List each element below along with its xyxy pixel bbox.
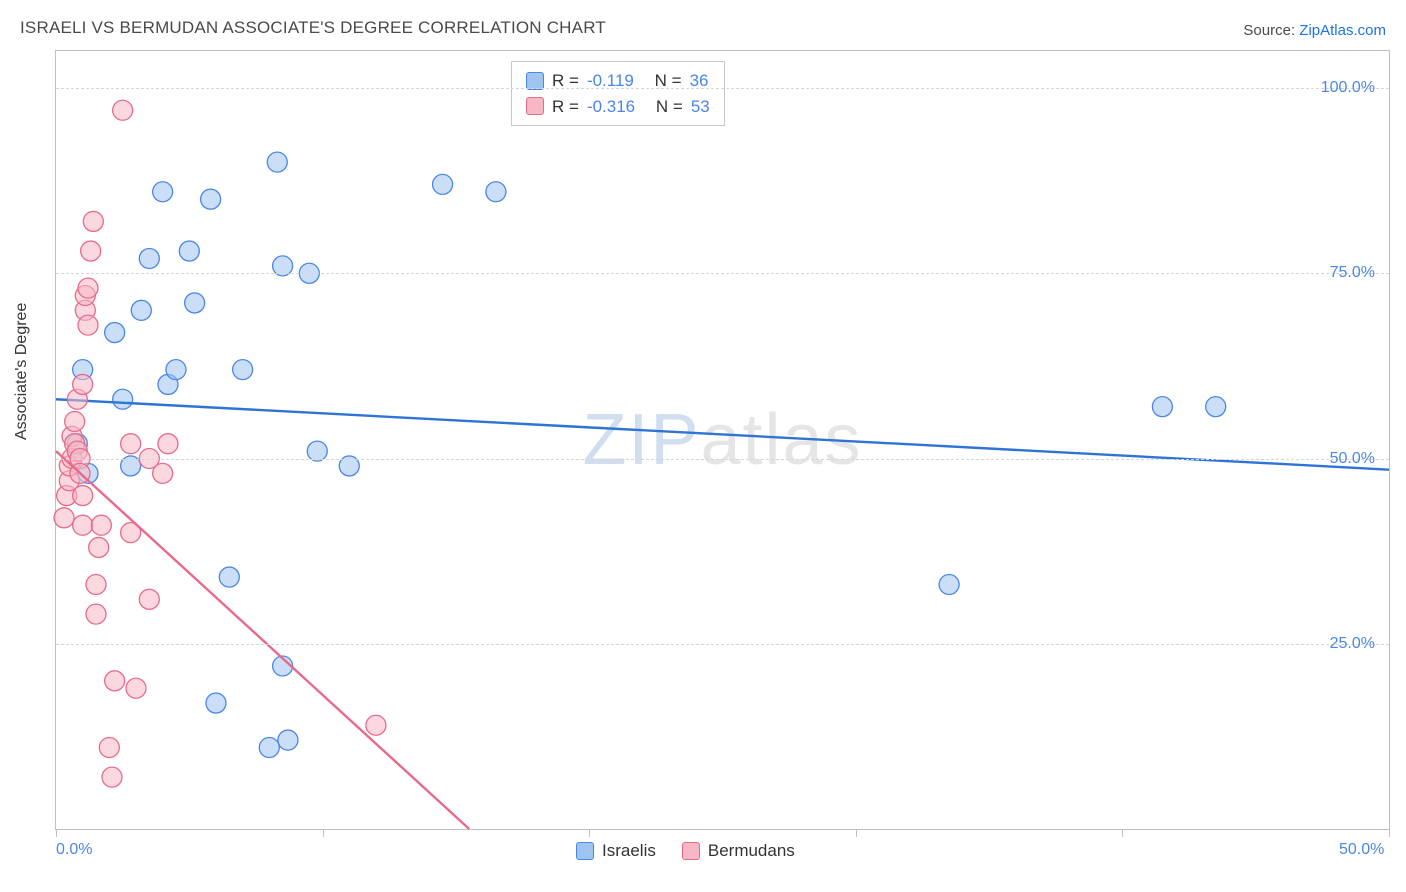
gridline-h	[56, 273, 1389, 274]
scatter-point-bermudans	[113, 100, 133, 120]
legend-swatch-bermudans	[526, 97, 544, 115]
plot-area: ZIPatlas R = -0.119 N = 36 R = -0.316	[55, 50, 1390, 830]
bottom-swatch-israelis	[576, 842, 594, 860]
scatter-point-bermudans	[158, 434, 178, 454]
stats-N-label-2: N =	[656, 94, 683, 120]
scatter-point-israelis	[267, 152, 287, 172]
stats-legend-row-2: R = -0.316 N = 53	[526, 94, 710, 120]
scatter-point-israelis	[105, 323, 125, 343]
plot-inner: ZIPatlas R = -0.119 N = 36 R = -0.316	[56, 51, 1389, 829]
plot-svg	[56, 51, 1389, 829]
chart-title: ISRAELI VS BERMUDAN ASSOCIATE'S DEGREE C…	[20, 18, 606, 38]
y-tick-label: 75.0%	[1330, 264, 1375, 282]
scatter-point-israelis	[278, 730, 298, 750]
y-axis-label: Associate's Degree	[13, 303, 31, 440]
scatter-point-bermudans	[126, 678, 146, 698]
bottom-legend-label-1: Israelis	[602, 841, 656, 861]
scatter-point-bermudans	[78, 278, 98, 298]
scatter-point-israelis	[233, 360, 253, 380]
scatter-point-bermudans	[65, 411, 85, 431]
stats-N-value-2: 53	[691, 94, 710, 120]
stats-legend: R = -0.119 N = 36 R = -0.316 N = 53	[511, 61, 725, 126]
scatter-point-bermudans	[102, 767, 122, 787]
scatter-point-bermudans	[86, 604, 106, 624]
x-tick	[1389, 829, 1390, 837]
bottom-swatch-bermudans	[682, 842, 700, 860]
stats-R-label: R =	[552, 68, 579, 94]
scatter-point-bermudans	[105, 671, 125, 691]
y-tick-label: 25.0%	[1330, 635, 1375, 653]
scatter-point-israelis	[433, 174, 453, 194]
scatter-point-bermudans	[139, 589, 159, 609]
scatter-point-bermudans	[78, 315, 98, 335]
x-tick	[1122, 829, 1123, 837]
scatter-point-bermudans	[86, 574, 106, 594]
x-tick-label: 50.0%	[1339, 841, 1384, 859]
stats-N-label: N =	[655, 68, 682, 94]
scatter-point-israelis	[206, 693, 226, 713]
scatter-point-israelis	[153, 182, 173, 202]
scatter-point-bermudans	[89, 537, 109, 557]
scatter-point-israelis	[219, 567, 239, 587]
scatter-point-bermudans	[99, 737, 119, 757]
stats-legend-row-1: R = -0.119 N = 36	[526, 68, 710, 94]
scatter-point-bermudans	[83, 211, 103, 231]
scatter-point-bermudans	[366, 715, 386, 735]
scatter-point-israelis	[259, 737, 279, 757]
y-tick-label: 50.0%	[1330, 450, 1375, 468]
source-prefix: Source:	[1243, 22, 1299, 39]
gridline-h	[56, 644, 1389, 645]
bottom-legend-item-1: Israelis	[576, 841, 656, 861]
x-tick	[56, 829, 57, 837]
scatter-point-bermudans	[73, 374, 93, 394]
scatter-point-israelis	[939, 574, 959, 594]
source-link[interactable]: ZipAtlas.com	[1299, 22, 1386, 39]
bottom-legend-label-2: Bermudans	[708, 841, 795, 861]
chart-container: ISRAELI VS BERMUDAN ASSOCIATE'S DEGREE C…	[0, 0, 1406, 892]
gridline-h	[56, 459, 1389, 460]
scatter-point-bermudans	[81, 241, 101, 261]
scatter-point-israelis	[166, 360, 186, 380]
scatter-point-bermudans	[73, 515, 93, 535]
stats-N-value-1: 36	[690, 68, 709, 94]
scatter-point-israelis	[185, 293, 205, 313]
x-tick	[589, 829, 590, 837]
scatter-point-bermudans	[73, 486, 93, 506]
scatter-point-israelis	[201, 189, 221, 209]
scatter-point-israelis	[486, 182, 506, 202]
scatter-point-bermudans	[54, 508, 74, 528]
scatter-point-bermudans	[91, 515, 111, 535]
bottom-legend-item-2: Bermudans	[682, 841, 795, 861]
bottom-legend: Israelis Bermudans	[576, 841, 795, 861]
source-attribution: Source: ZipAtlas.com	[1243, 22, 1386, 39]
x-tick-label: 0.0%	[56, 841, 92, 859]
scatter-point-israelis	[1152, 397, 1172, 417]
stats-R-value-1: -0.119	[587, 68, 634, 94]
scatter-point-bermudans	[121, 434, 141, 454]
scatter-point-israelis	[131, 300, 151, 320]
x-tick	[323, 829, 324, 837]
scatter-point-israelis	[113, 389, 133, 409]
scatter-point-bermudans	[153, 463, 173, 483]
scatter-point-israelis	[139, 248, 159, 268]
x-tick	[856, 829, 857, 837]
legend-swatch-israelis	[526, 72, 544, 90]
gridline-h	[56, 88, 1389, 89]
scatter-point-israelis	[179, 241, 199, 261]
scatter-point-israelis	[1206, 397, 1226, 417]
stats-R-label-2: R =	[552, 94, 579, 120]
stats-R-value-2: -0.316	[587, 94, 635, 120]
y-tick-label: 100.0%	[1321, 79, 1375, 97]
